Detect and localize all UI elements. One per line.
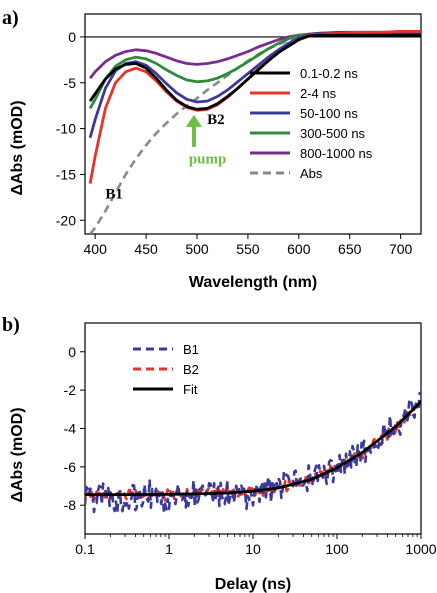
x-tick-label: 650 bbox=[338, 241, 362, 257]
legend-label: B1 bbox=[183, 342, 199, 357]
x-tick-label: 600 bbox=[287, 241, 311, 257]
legend-label: 2-4 ns bbox=[300, 86, 337, 101]
y-tick-label: -4 bbox=[64, 421, 77, 437]
series-line-fit bbox=[85, 400, 421, 497]
x-tick-label: 550 bbox=[236, 241, 260, 257]
x-tick-label: 1000 bbox=[405, 541, 436, 557]
panel-b-chart: b) ΔAbs (mOD) Delay (ns) 0.1 1 10 100 1000 0 -… bbox=[2, 314, 437, 593]
pump-arrow-head bbox=[185, 114, 202, 127]
y-tick-label: 0 bbox=[68, 344, 76, 360]
panel-b-y-axis-label: ΔAbs (mOD) bbox=[9, 407, 26, 502]
annotation-label: pump bbox=[189, 151, 227, 167]
x-tick-label: 400 bbox=[84, 241, 108, 257]
series-line-b1 bbox=[85, 391, 421, 515]
annotation-label: B2 bbox=[207, 112, 225, 128]
x-tick-label: 0.1 bbox=[75, 541, 95, 557]
legend-label: 800-1000 ns bbox=[300, 146, 373, 161]
legend-label: 50-100 ns bbox=[300, 106, 358, 121]
x-tick-label: 500 bbox=[185, 241, 209, 257]
legend-label: Abs bbox=[300, 166, 323, 181]
x-tick-label: 450 bbox=[134, 241, 158, 257]
y-tick-label: -15 bbox=[56, 166, 76, 182]
x-tick-label: 100 bbox=[325, 541, 349, 557]
panel-a-label: a) bbox=[2, 7, 19, 29]
y-tick-label: -5 bbox=[64, 75, 77, 91]
y-tick-label: -8 bbox=[64, 497, 77, 513]
x-tick-label: 1 bbox=[165, 541, 173, 557]
x-tick-label: 10 bbox=[245, 541, 261, 557]
series-line-abs bbox=[89, 32, 421, 234]
x-tick-label: 700 bbox=[389, 241, 413, 257]
panel-b-label: b) bbox=[2, 314, 20, 336]
series-line-0-1-0-2-ns bbox=[88, 33, 421, 111]
y-tick-label: 0 bbox=[68, 29, 76, 45]
y-tick-label: -20 bbox=[56, 212, 76, 228]
legend-label: 0.1-0.2 ns bbox=[300, 66, 358, 81]
panel-a-chart: a) ΔAbs (mOD) Wavelength (nm) 400 450 500 5… bbox=[2, 7, 422, 291]
annotation-label: B1 bbox=[105, 186, 123, 202]
y-tick-label: -2 bbox=[64, 382, 77, 398]
legend-label: 300-500 ns bbox=[300, 126, 366, 141]
legend-label: Fit bbox=[183, 382, 198, 397]
panel-b-x-axis-label: Delay (ns) bbox=[215, 576, 291, 593]
legend-label: B2 bbox=[183, 362, 199, 377]
y-tick-label: -6 bbox=[64, 459, 77, 475]
panel-a-x-axis-label: Wavelength (nm) bbox=[189, 274, 317, 291]
y-tick-label: -10 bbox=[56, 121, 76, 137]
plot-frame bbox=[84, 13, 422, 235]
panel-a-y-axis-label: ΔAbs (mOD) bbox=[9, 100, 26, 195]
